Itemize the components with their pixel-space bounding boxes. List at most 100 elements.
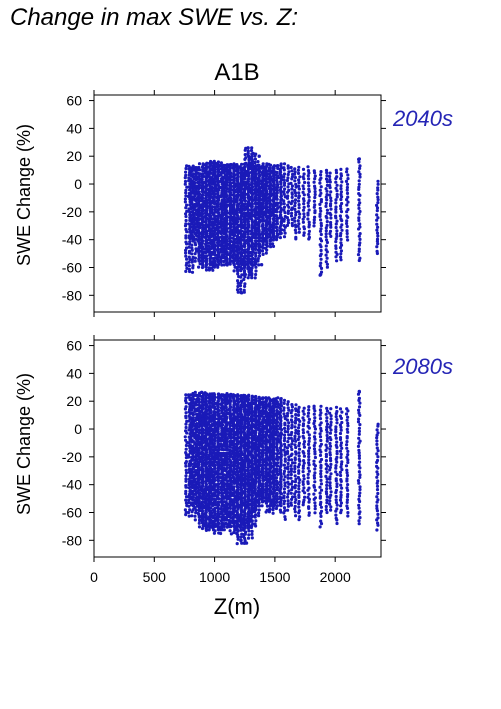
- data-point: [345, 167, 349, 171]
- panel-2040s-label: 2040s: [392, 106, 453, 131]
- data-point: [243, 441, 248, 445]
- data-point: [222, 448, 226, 452]
- data-point: [222, 466, 226, 470]
- data-point: [217, 466, 221, 470]
- data-point: [247, 250, 251, 254]
- data-point: [258, 169, 262, 174]
- data-point: [184, 269, 188, 273]
- data-point: [191, 412, 196, 416]
- data-point: [358, 201, 362, 205]
- data-point: [236, 421, 240, 425]
- data-point: [193, 256, 197, 260]
- data-point: [301, 167, 306, 171]
- data-point: [184, 411, 188, 415]
- data-point: [293, 170, 297, 174]
- data-point: [213, 185, 218, 189]
- data-point: [189, 213, 193, 217]
- data-point: [261, 175, 265, 179]
- data-point: [194, 425, 198, 429]
- data-point: [207, 182, 211, 186]
- data-point: [210, 469, 214, 473]
- data-point: [346, 173, 350, 177]
- data-point: [221, 494, 225, 498]
- data-point: [216, 518, 220, 522]
- data-point: [200, 241, 204, 245]
- data-point: [232, 503, 236, 507]
- data-point: [251, 233, 255, 237]
- data-point: [319, 227, 323, 231]
- data-point: [221, 241, 225, 245]
- data-point: [209, 266, 214, 270]
- data-point: [375, 228, 379, 232]
- data-point: [205, 415, 209, 419]
- data-point: [225, 243, 229, 248]
- data-point: [325, 193, 329, 197]
- data-point: [239, 245, 243, 249]
- data-point: [247, 177, 251, 181]
- data-point: [236, 290, 240, 294]
- data-point: [319, 218, 323, 222]
- data-point: [325, 265, 329, 269]
- y-tick-label: 40: [66, 120, 82, 136]
- data-point: [204, 247, 208, 251]
- data-point: [221, 491, 225, 495]
- data-point: [275, 180, 279, 184]
- data-point: [290, 221, 294, 225]
- data-point: [219, 173, 223, 177]
- data-point: [250, 202, 254, 206]
- data-point: [339, 190, 343, 194]
- data-point: [301, 184, 305, 188]
- data-point: [244, 481, 248, 485]
- data-point: [250, 276, 254, 280]
- data-point: [200, 427, 205, 431]
- data-point: [236, 187, 240, 191]
- data-point: [201, 493, 206, 497]
- data-point: [239, 429, 243, 433]
- data-point: [236, 485, 240, 489]
- data-point: [297, 187, 301, 191]
- data-point: [213, 413, 217, 417]
- data-point: [204, 238, 208, 242]
- data-point: [209, 506, 213, 510]
- data-point: [261, 252, 265, 256]
- data-point: [193, 441, 197, 445]
- data-point: [232, 198, 236, 202]
- data-point: [275, 191, 279, 195]
- data-point: [247, 503, 251, 507]
- data-point: [239, 502, 243, 507]
- data-point: [283, 231, 287, 235]
- data-point: [328, 229, 333, 233]
- data-point: [328, 193, 332, 197]
- data-point: [250, 155, 254, 159]
- data-point: [190, 243, 194, 247]
- data-point: [239, 528, 243, 532]
- data-point: [345, 170, 349, 174]
- data-point: [246, 263, 250, 267]
- data-point: [235, 542, 239, 546]
- data-point: [325, 256, 329, 260]
- data-point: [324, 177, 329, 181]
- data-point: [376, 179, 380, 183]
- data-point: [358, 222, 362, 226]
- data-point: [224, 396, 228, 401]
- data-point: [213, 223, 217, 227]
- data-point: [231, 427, 236, 431]
- data-point: [229, 215, 233, 219]
- data-point: [198, 455, 202, 459]
- data-point: [217, 475, 221, 479]
- data-point: [198, 226, 202, 230]
- data-point: [334, 201, 338, 205]
- data-point: [209, 450, 213, 455]
- data-point: [301, 220, 305, 224]
- data-point: [207, 220, 211, 224]
- data-point: [253, 219, 258, 224]
- data-point: [232, 485, 236, 489]
- data-point: [228, 458, 232, 462]
- data-point: [213, 220, 217, 224]
- panel-2040s-points: [183, 146, 380, 295]
- data-point: [209, 235, 213, 239]
- data-point: [213, 476, 217, 480]
- data-point: [184, 396, 188, 400]
- data-point: [254, 173, 258, 177]
- data-point: [297, 210, 301, 214]
